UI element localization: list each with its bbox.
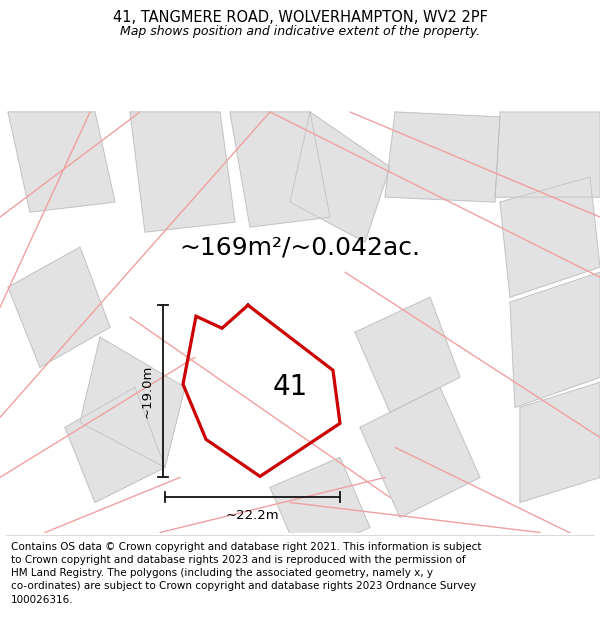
Text: 41, TANGMERE ROAD, WOLVERHAMPTON, WV2 2PF: 41, TANGMERE ROAD, WOLVERHAMPTON, WV2 2P…	[113, 10, 487, 25]
Polygon shape	[355, 298, 460, 412]
Polygon shape	[290, 112, 390, 242]
Polygon shape	[520, 382, 600, 503]
Polygon shape	[8, 112, 115, 212]
Text: Contains OS data © Crown copyright and database right 2021. This information is : Contains OS data © Crown copyright and d…	[11, 542, 481, 604]
Polygon shape	[270, 458, 370, 558]
Text: ~19.0m: ~19.0m	[141, 364, 154, 418]
Text: 41: 41	[272, 373, 308, 401]
Text: ~169m²/~0.042ac.: ~169m²/~0.042ac.	[179, 235, 421, 259]
Polygon shape	[360, 388, 480, 518]
Polygon shape	[500, 177, 600, 298]
Polygon shape	[8, 247, 110, 368]
Polygon shape	[130, 112, 235, 232]
Polygon shape	[80, 338, 185, 468]
Polygon shape	[230, 112, 330, 227]
Polygon shape	[510, 272, 600, 408]
Polygon shape	[495, 112, 600, 197]
Text: Map shows position and indicative extent of the property.: Map shows position and indicative extent…	[120, 26, 480, 39]
Polygon shape	[385, 112, 500, 202]
Text: ~22.2m: ~22.2m	[226, 509, 280, 522]
Polygon shape	[65, 388, 165, 502]
